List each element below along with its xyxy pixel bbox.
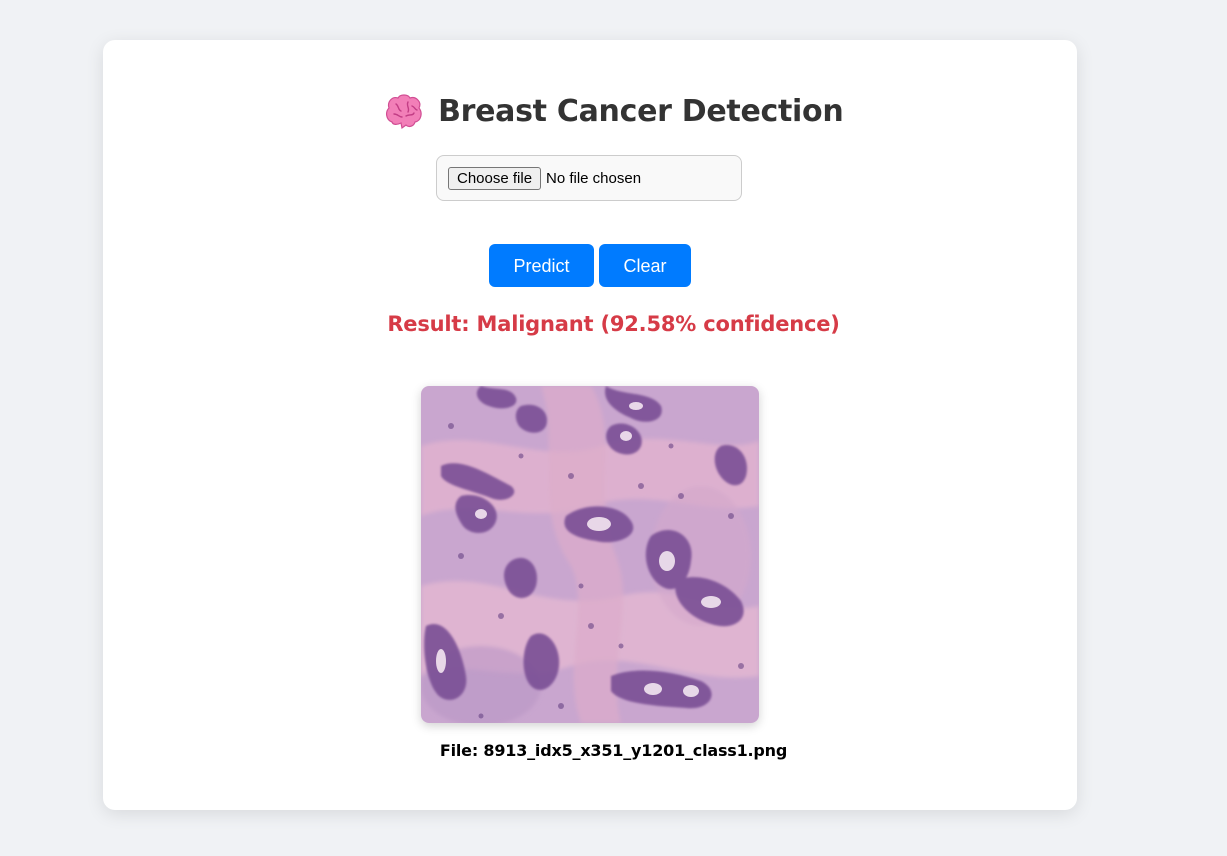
choose-file-button[interactable]: Choose file — [448, 167, 542, 190]
prediction-result: Result: Malignant (92.58% confidence) — [387, 312, 840, 336]
page-title: Breast Cancer Detection — [438, 93, 844, 129]
header: Breast Cancer Detection — [0, 92, 1227, 130]
predict-button[interactable]: Predict — [489, 244, 594, 287]
file-input[interactable]: Choose file No file chosen — [436, 155, 742, 201]
file-caption: File: 8913_idx5_x351_y1201_class1.png — [439, 741, 788, 760]
clear-button[interactable]: Clear — [599, 244, 691, 287]
histology-image — [421, 386, 759, 723]
brain-icon — [384, 92, 424, 130]
file-status: No file chosen — [546, 170, 642, 187]
